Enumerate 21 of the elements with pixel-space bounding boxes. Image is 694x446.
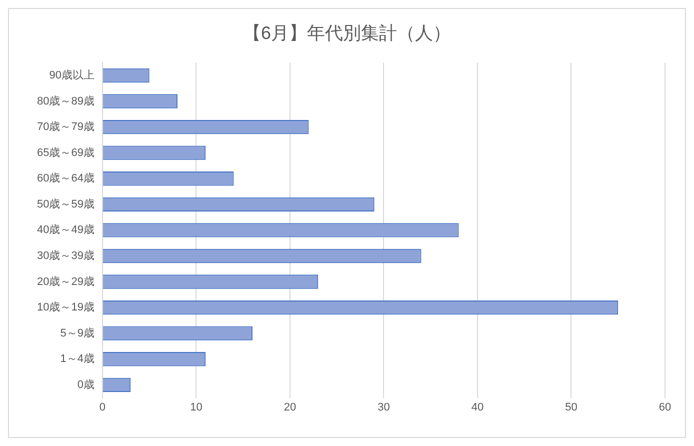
x-tick-label: 0 [99, 401, 106, 414]
x-tick-label: 50 [565, 401, 578, 414]
x-tick-label: 60 [658, 401, 672, 414]
y-tick-label: 80歳～89歳 [36, 94, 94, 108]
x-tick-label: 10 [190, 401, 202, 414]
y-tick-label: 5～9歳 [60, 326, 94, 340]
y-tick-label: 40歳～49歳 [36, 223, 94, 236]
y-tick-label: 1～4歳 [60, 352, 94, 366]
x-tick-label: 40 [471, 401, 484, 414]
chart-title: 【6月】年代別集計（人） [242, 22, 452, 43]
y-tick-label: 70歳～79歳 [36, 120, 94, 134]
y-tick-label: 60歳～64歳 [36, 172, 94, 185]
x-tick-label: 30 [378, 401, 390, 414]
y-tick-label: 20歳～29歳 [36, 274, 94, 288]
y-tick-label: 0歳 [77, 378, 94, 391]
y-tick-label: 65歳～69歳 [36, 146, 94, 159]
y-tick-label: 50歳～59歳 [36, 197, 94, 210]
x-tick-label: 20 [284, 401, 296, 414]
y-tick-label: 10歳～19歳 [36, 300, 94, 314]
y-tick-label: 90歳以上 [49, 68, 94, 82]
y-tick-label: 30歳～39歳 [36, 249, 94, 262]
